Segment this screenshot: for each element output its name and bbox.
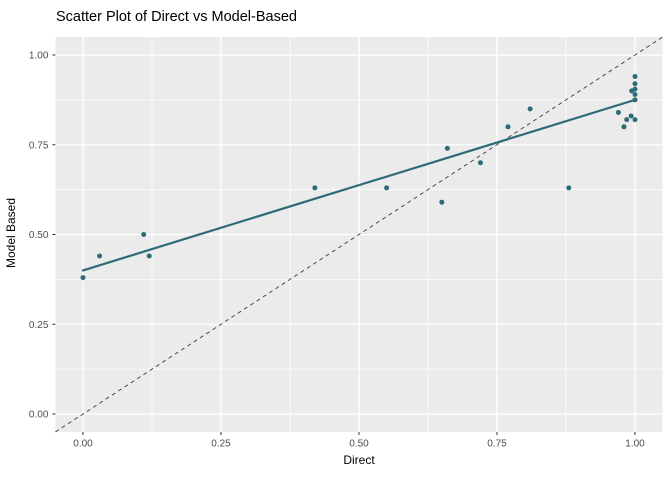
y-tick-labels: 0.00 0.25 0.50 0.75 1.00 <box>29 51 49 421</box>
data-point <box>628 113 634 119</box>
y-tick-label: 0.50 <box>29 230 49 241</box>
data-point <box>632 81 638 87</box>
x-tick-label: 0.50 <box>349 438 369 449</box>
regression-line <box>81 98 637 272</box>
x-axis-title: Direct <box>343 453 375 467</box>
y-tick-label: 1.00 <box>29 51 49 62</box>
data-point <box>97 253 103 259</box>
data-points <box>80 74 638 281</box>
y-axis-title: Model Based <box>4 198 18 268</box>
data-point <box>624 117 630 123</box>
plot-title: Scatter Plot of Direct vs Model-Based <box>56 9 297 25</box>
data-point <box>146 253 152 259</box>
regression-line-segment <box>81 98 637 272</box>
data-point <box>505 124 511 130</box>
y-tick-label: 0.00 <box>29 410 49 421</box>
identity-line <box>55 36 663 433</box>
data-point <box>444 145 450 151</box>
y-tick-label: 0.25 <box>29 320 49 331</box>
data-point <box>615 109 621 115</box>
x-tick-label: 0.25 <box>211 438 231 449</box>
identity-dashed-line <box>55 36 663 433</box>
data-point <box>621 124 627 130</box>
axis-tick-marks <box>52 54 636 435</box>
data-point <box>632 117 638 123</box>
data-point <box>384 185 390 191</box>
data-point <box>80 275 86 281</box>
x-tick-label: 0.00 <box>73 438 93 449</box>
data-point <box>312 185 318 191</box>
data-point <box>527 106 533 112</box>
data-point <box>439 199 445 205</box>
x-tick-label: 1.00 <box>625 438 645 449</box>
x-tick-label: 0.75 <box>487 438 507 449</box>
y-tick-label: 0.75 <box>29 140 49 151</box>
x-tick-labels: 0.00 0.25 0.50 0.75 1.00 <box>73 438 645 449</box>
data-point <box>632 91 638 97</box>
data-point <box>566 185 572 191</box>
data-point <box>632 74 638 80</box>
data-point <box>632 97 638 103</box>
data-point <box>632 86 638 92</box>
data-point <box>141 232 147 237</box>
data-point <box>477 160 483 166</box>
